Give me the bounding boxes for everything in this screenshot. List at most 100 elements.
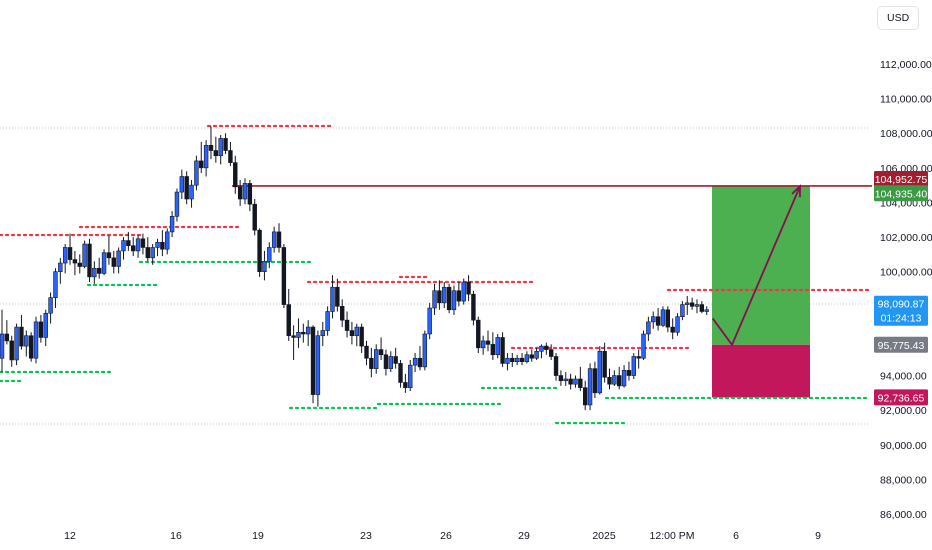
candle	[252, 199, 257, 236]
candle	[82, 240, 87, 269]
candle	[446, 283, 452, 314]
arrow-head-icon	[791, 184, 801, 198]
candle	[529, 349, 534, 362]
candle	[87, 238, 92, 283]
candle	[412, 353, 418, 373]
candle	[403, 373, 408, 393]
candle	[150, 244, 155, 265]
candle	[301, 323, 306, 343]
candle	[208, 126, 214, 160]
time-tick-label: 16	[170, 530, 182, 542]
price-badge: 98,090.87 01:24:13	[874, 295, 928, 326]
candle	[121, 237, 126, 260]
candle	[388, 351, 393, 373]
candle	[592, 361, 598, 399]
candle	[228, 141, 233, 167]
candle	[179, 169, 185, 199]
candle	[461, 278, 466, 305]
candle	[636, 349, 641, 369]
candle	[97, 257, 102, 279]
price-badges: 104,952.75 104,935.40 98,090.87 01:24:13 95,…	[874, 170, 928, 406]
candle	[320, 321, 325, 347]
candle	[131, 237, 136, 257]
candle	[456, 282, 462, 307]
price-tick-label: 92,000.00	[880, 405, 927, 417]
price-badge-label: 98,090.87	[878, 299, 925, 311]
loss-zone[interactable]	[712, 344, 810, 398]
candle	[480, 335, 486, 355]
candle	[670, 318, 675, 340]
candle	[349, 321, 355, 345]
price-badge-label: 104,952.75	[875, 174, 928, 186]
candle	[359, 323, 364, 354]
candle	[631, 353, 637, 379]
candle	[699, 301, 705, 314]
candle	[383, 349, 389, 376]
candle	[199, 141, 204, 174]
candle	[276, 223, 282, 253]
candle	[189, 179, 194, 208]
candle	[344, 311, 350, 338]
candle	[38, 314, 44, 343]
candle	[665, 306, 671, 333]
candle	[43, 309, 48, 347]
candle	[558, 370, 564, 386]
candle	[510, 353, 515, 367]
candle	[257, 228, 262, 277]
profit-zone[interactable]	[712, 186, 810, 345]
candle	[296, 318, 301, 348]
candle	[553, 353, 559, 381]
candle	[451, 285, 457, 315]
price-tick-label: 90,000.00	[880, 440, 927, 452]
candle	[165, 228, 170, 255]
currency-button[interactable]: USD	[877, 6, 919, 30]
price-axis[interactable]: 112,000.00110,000.00108,000.00106,000.00…	[880, 59, 932, 521]
time-axis[interactable]: 12 16 19 23 26 29 2025 12:00 PM 6 9	[64, 530, 821, 542]
candle	[563, 372, 568, 386]
candle	[28, 332, 34, 362]
candle	[62, 244, 68, 274]
candle	[33, 316, 39, 364]
candle	[174, 188, 180, 222]
candle	[116, 247, 121, 274]
candle	[578, 366, 583, 392]
projection-drawing[interactable]	[711, 184, 801, 347]
candle	[335, 278, 340, 312]
candle	[660, 306, 666, 328]
candle	[237, 179, 243, 206]
candle	[4, 320, 10, 345]
candle	[398, 359, 403, 388]
candle	[203, 140, 209, 177]
candle	[101, 249, 107, 276]
candle	[685, 295, 690, 315]
price-tick-label: 94,000.00	[880, 371, 927, 383]
candle	[485, 330, 491, 352]
candle	[92, 261, 97, 284]
time-tick-label: 12	[64, 530, 76, 542]
projection-path[interactable]	[711, 185, 801, 347]
long-position-tool[interactable]	[712, 186, 810, 398]
candle	[651, 311, 656, 329]
currency-label: USD	[887, 12, 910, 24]
candle	[607, 368, 612, 390]
price-badge: 104,952.75	[874, 170, 928, 187]
candle	[442, 282, 447, 309]
candle	[140, 233, 146, 255]
candle	[339, 299, 345, 328]
candle	[544, 342, 549, 355]
candle	[369, 347, 374, 378]
candle	[9, 335, 14, 367]
candle	[291, 325, 296, 360]
time-tick-label: 9	[815, 530, 821, 542]
candle	[626, 361, 632, 381]
price-badge-label: 104,935.40	[875, 188, 928, 200]
candle	[218, 134, 223, 165]
candle	[305, 320, 311, 347]
candle	[490, 332, 496, 360]
candle	[393, 347, 398, 369]
price-badge: 95,775.43	[874, 336, 928, 353]
candle	[58, 257, 63, 284]
countdown-label: 01:24:13	[881, 313, 922, 325]
candle	[262, 250, 267, 281]
